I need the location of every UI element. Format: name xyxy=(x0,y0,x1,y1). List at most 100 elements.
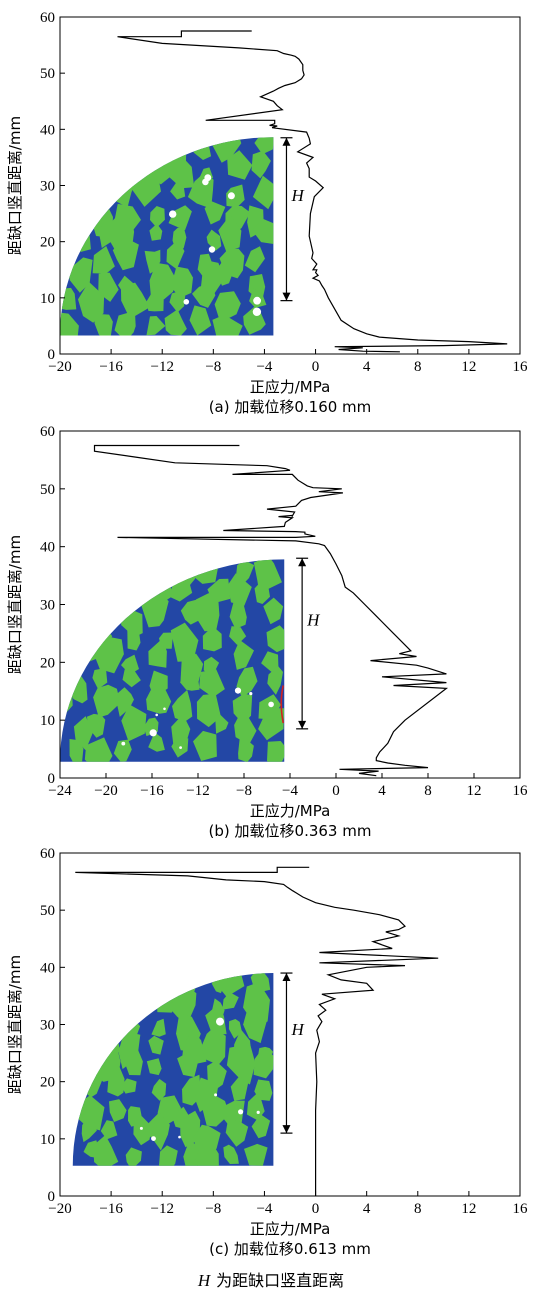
aggregate-particle xyxy=(172,689,193,722)
aggregate-particle xyxy=(215,262,233,286)
aggregate-particle xyxy=(150,206,165,228)
aggregate-particle xyxy=(120,282,150,317)
pore xyxy=(139,1126,143,1130)
aggregate-particle xyxy=(121,1078,137,1094)
aggregate-particle xyxy=(199,669,225,698)
aggregate-particle xyxy=(244,246,265,273)
aggregate-particle xyxy=(236,666,258,698)
x-ticks-a: −20 −16 −12 −8 −4 0 4 8 12 16 xyxy=(48,349,528,375)
aggregate-particle xyxy=(148,732,165,752)
aggregate-particle xyxy=(114,310,136,336)
x-tick-label: −16 xyxy=(99,359,123,375)
aggregate-particle xyxy=(138,137,159,159)
caption-c: (c) 加载位移0.613 mm xyxy=(209,1240,371,1258)
aggregate-particle xyxy=(227,573,252,606)
aggregate-particle xyxy=(196,693,221,728)
y-tick-label: 60 xyxy=(40,424,55,440)
aggregate-particle xyxy=(206,229,222,251)
aggregate-particle xyxy=(151,1018,166,1037)
crack-path xyxy=(280,685,285,724)
aggregate-particle xyxy=(252,175,274,210)
aggregate-particle xyxy=(223,1144,239,1164)
h-annotation-a: H xyxy=(280,137,305,302)
pore xyxy=(163,707,166,711)
aggregate-particle xyxy=(218,215,242,253)
aggregate-particle xyxy=(233,639,254,670)
aggregate-particle xyxy=(252,218,274,245)
caption-b: (b) 加载位移0.363 mm xyxy=(209,822,372,840)
y-axis-label-a: 距缺口竖直距离/mm xyxy=(6,116,24,255)
aggregate-particle xyxy=(222,992,239,1010)
x-tick-label: 16 xyxy=(513,1201,529,1217)
x-tick-label: 0 xyxy=(312,359,320,375)
figure-footnote: H 为距缺口竖直距离 xyxy=(197,1271,344,1290)
x-tick-label: 12 xyxy=(461,359,476,375)
h-annotation-c: H xyxy=(280,972,305,1134)
aggregate-particle xyxy=(215,714,229,734)
pore xyxy=(256,1110,260,1114)
aggregate-particle xyxy=(100,1120,118,1140)
aggregate-particle xyxy=(95,583,117,615)
aggregate-particle xyxy=(201,1028,226,1065)
aggregate-particle xyxy=(109,1099,127,1122)
aggregate-particle xyxy=(170,266,193,298)
aggregate-particle xyxy=(234,711,257,745)
specimen-matrix-b xyxy=(60,559,285,762)
pore xyxy=(253,296,261,305)
aggregate-particle xyxy=(90,1008,121,1045)
y-ticks-a: 0 10 20 30 40 50 60 xyxy=(40,10,65,363)
stress-line-b xyxy=(93,444,449,777)
aggregate-particle xyxy=(227,150,253,180)
aggregate-particle xyxy=(84,737,113,762)
aggregate-particle xyxy=(133,1116,152,1146)
aggregate-particle xyxy=(192,283,216,308)
x-tick-label: −20 xyxy=(48,1201,71,1217)
aggregate-particle xyxy=(171,714,191,744)
x-tick-label: 4 xyxy=(363,1201,371,1217)
aggregate-particle xyxy=(81,1118,97,1143)
y-tick-label: 50 xyxy=(40,903,55,919)
x-tick-label: 8 xyxy=(414,1201,422,1217)
x-tick-label: 4 xyxy=(378,783,386,799)
pore xyxy=(202,178,209,186)
aggregate-particle xyxy=(202,626,222,652)
h-arrowhead-bottom xyxy=(298,720,307,729)
footnote-symbol: H xyxy=(197,1271,212,1290)
x-tick-label: 16 xyxy=(513,783,529,799)
aggregate-particle xyxy=(267,741,285,762)
x-axis-label-c: 正应力/MPa xyxy=(250,1220,331,1238)
aggregate-particle xyxy=(92,668,108,690)
x-tick-label: −12 xyxy=(186,783,209,799)
aggregate-particle xyxy=(74,996,100,1023)
aggregate-particle xyxy=(195,593,220,632)
aggregate-particle xyxy=(238,739,254,762)
aggregate-particle xyxy=(94,559,112,576)
aggregate-particle xyxy=(68,179,92,211)
y-tick-label: 50 xyxy=(40,66,55,82)
aggregate-particle xyxy=(107,1066,125,1097)
caption-a: (a) 加载位移0.160 mm xyxy=(209,398,372,416)
aggregate-particle xyxy=(226,1043,256,1085)
aggregate-particle xyxy=(68,257,93,293)
aggregate-particle xyxy=(214,291,241,321)
x-tick-label: −20 xyxy=(94,783,117,799)
aggregate-particle xyxy=(243,1004,268,1044)
aggregate-particle xyxy=(131,990,152,1017)
aggregate-particle xyxy=(211,137,242,163)
y-tick-label: 30 xyxy=(40,1018,55,1034)
aggregate-particle xyxy=(143,1112,170,1151)
aggregate-particle xyxy=(123,1048,143,1076)
pore xyxy=(238,1109,244,1115)
pore xyxy=(127,1009,132,1014)
aggregate-particle xyxy=(179,673,200,691)
panel-b: H −24 −20 −16 −12 −8 −4 0 4 8 12 16 0102030405060 … xyxy=(6,424,528,840)
x-tick-label: −12 xyxy=(150,359,173,375)
aggregate-particle xyxy=(166,239,185,270)
y-tick-label: 60 xyxy=(40,10,55,26)
aggregate-particle xyxy=(98,272,119,302)
x-tick-label: −24 xyxy=(48,783,72,799)
pore xyxy=(116,611,121,617)
x-tick-label: −8 xyxy=(236,783,252,799)
pore xyxy=(102,1032,109,1040)
specimen-aggregates-c xyxy=(72,973,274,1166)
